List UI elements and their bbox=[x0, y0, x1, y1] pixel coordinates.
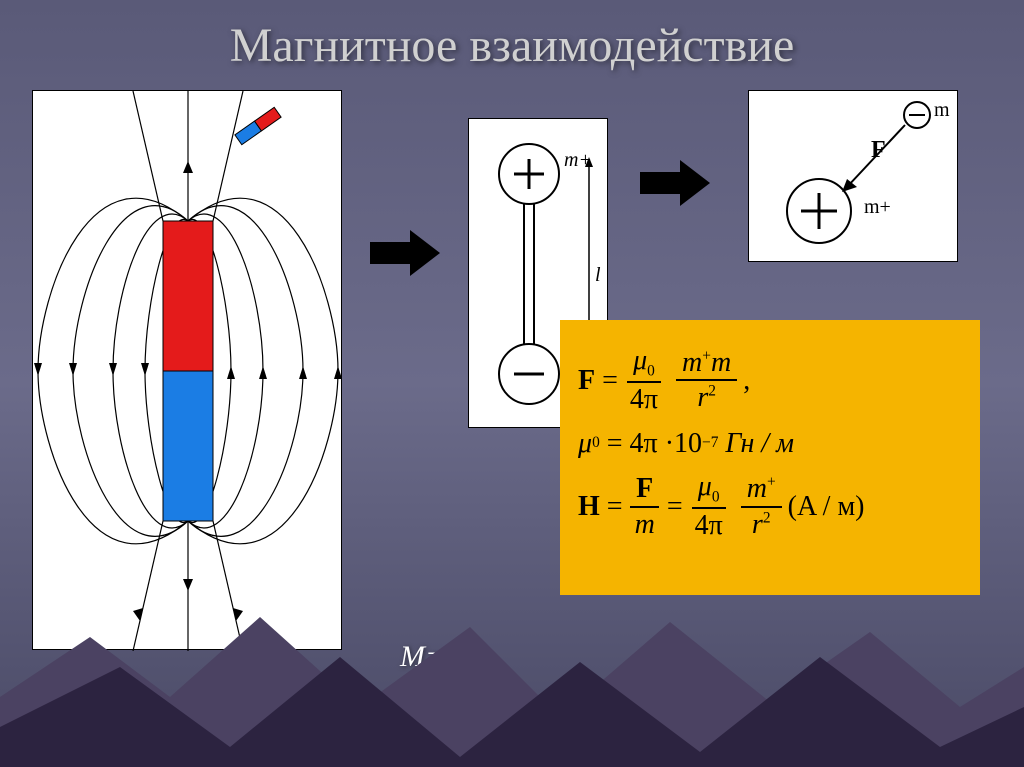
force-svg bbox=[749, 91, 959, 263]
magnet-south bbox=[163, 371, 213, 521]
label-length-l: l bbox=[595, 264, 601, 287]
magnetic-moment-equation: M=m·l bbox=[400, 640, 483, 674]
formula-box: F = μ0 4π m+m r2 , μ0 = 4π ·10−7 Гн / м … bbox=[560, 320, 980, 595]
field-lines-svg bbox=[33, 91, 343, 651]
force-panel: m F m+ bbox=[748, 90, 958, 262]
label-m-small: m bbox=[934, 99, 950, 122]
field-lines-panel bbox=[32, 90, 342, 650]
formula-mu0: μ0 = 4π ·10−7 Гн / м bbox=[578, 427, 962, 461]
stage: m+ m- l m F m+ F = μ0 4π bbox=[0, 90, 1024, 767]
label-force-f: F bbox=[871, 137, 886, 164]
formula-h: H = F m = μ0 4π m+ r2 (A / м) bbox=[578, 470, 962, 543]
page-title: Магнитное взаимодействие bbox=[0, 0, 1024, 73]
flow-arrow-2 bbox=[640, 160, 710, 206]
formula-f: F = μ0 4π m+m r2 , bbox=[578, 344, 962, 417]
compass-needle bbox=[235, 107, 281, 144]
magnet-north bbox=[163, 221, 213, 371]
label-m-plus: m+ bbox=[564, 149, 592, 172]
label-m-plus-big: m+ bbox=[864, 196, 891, 219]
flow-arrow-1 bbox=[370, 230, 440, 276]
